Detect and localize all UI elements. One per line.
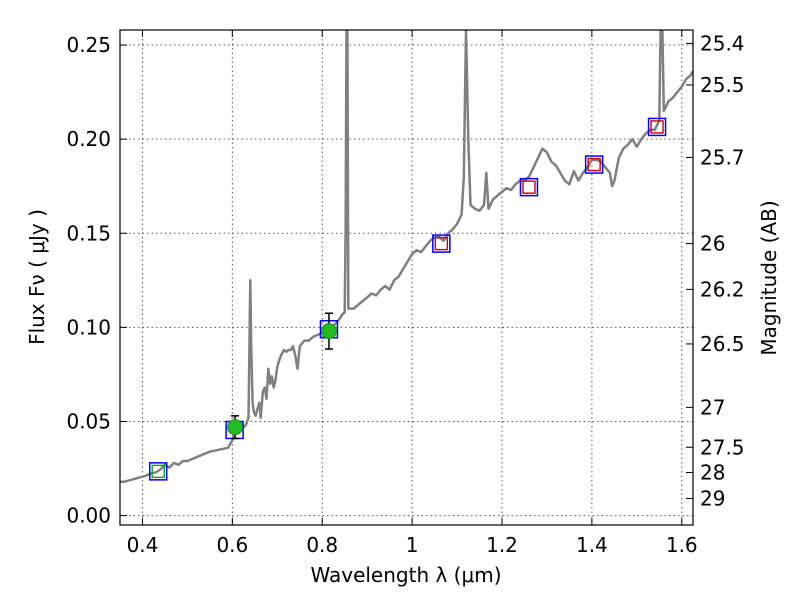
x-tick-label: 0.4 (127, 533, 159, 557)
model-photometry-square (519, 177, 539, 197)
x-tick-label: 1 (406, 533, 419, 557)
y-axis-ticks: 0.00 0.05 0.10 0.15 0.20 0.25 (66, 33, 127, 528)
y-axis-label: Flux Fν ( μJy ) (25, 209, 49, 345)
y-tick-label: 0.25 (66, 33, 111, 57)
y-tick-label: 0.20 (66, 127, 111, 151)
y2-tick-label: 25.7 (700, 145, 745, 169)
plot-background (120, 30, 693, 525)
y2-tick-label: 27 (700, 395, 725, 419)
inner-square-marker (151, 464, 165, 479)
y2-tick-label: 26.5 (700, 332, 745, 356)
x-tick-label: 0.6 (216, 533, 248, 557)
model-photometry-square (647, 117, 667, 137)
model-photometry-square (584, 155, 604, 174)
model-photometry-square (148, 462, 168, 481)
y2-tick-label: 26 (700, 232, 725, 256)
y2-tick-label: 25.5 (700, 73, 745, 97)
y2-tick-label: 29 (700, 486, 725, 510)
inner-square-marker (587, 157, 601, 172)
marker-layer (148, 117, 667, 481)
x-axis-ticks: 0.4 0.6 0.8 1 1.2 1.4 1.6 (127, 30, 698, 557)
observed-flux-point (320, 323, 337, 340)
y2-tick-label: 25.4 (700, 31, 745, 55)
observed-flux-point (227, 419, 244, 436)
model-photometry-square (432, 234, 451, 253)
grid (120, 30, 693, 525)
y2-tick-label: 28 (700, 460, 725, 484)
inner-square-marker (434, 236, 449, 251)
x-axis-label: Wavelength λ (μm) (310, 563, 501, 587)
y2-tick-label: 27.5 (700, 435, 745, 459)
x-tick-label: 0.8 (306, 533, 338, 557)
y-tick-label: 0.15 (66, 221, 111, 245)
x-tick-label: 1.2 (486, 533, 518, 557)
inner-square-marker (522, 180, 536, 194)
plot-frame (119, 29, 694, 526)
y-tick-label: 0.10 (66, 315, 111, 339)
y-tick-label: 0.05 (66, 409, 111, 433)
x-tick-label: 1.6 (666, 533, 698, 557)
inner-square-marker (650, 120, 664, 134)
x-tick-label: 1.4 (576, 533, 608, 557)
y-tick-label: 0.00 (66, 504, 111, 528)
y2-axis-label: Magnitude (AB) (757, 200, 781, 355)
y2-tick-label: 26.2 (700, 277, 745, 301)
